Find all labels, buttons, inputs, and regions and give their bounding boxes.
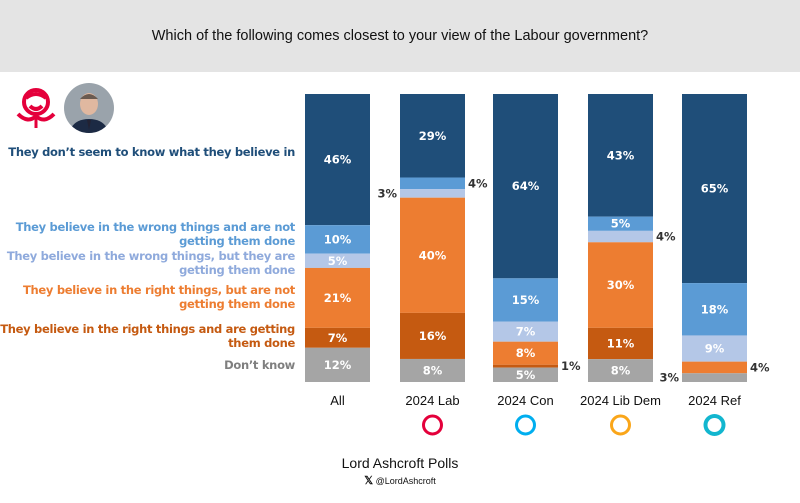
- legend-label: They believe in the wrong things, but th…: [6, 249, 295, 277]
- data-label: 7%: [328, 331, 348, 345]
- bar-segment: [588, 216, 653, 231]
- data-label: 1%: [561, 359, 581, 373]
- data-label: 30%: [607, 278, 635, 292]
- conservative-tree-icon: [515, 414, 536, 436]
- legend-label: They don’t seem to know what they believ…: [8, 145, 295, 159]
- bar-segment: [305, 327, 370, 348]
- bar-segment: [588, 359, 653, 382]
- bar-segment: [588, 94, 653, 217]
- legend-label: They believe in the right things and are…: [0, 322, 295, 350]
- bar-segment: [493, 278, 558, 322]
- bar-segment: [493, 94, 558, 279]
- chart-title: Which of the following comes closest to …: [0, 0, 800, 72]
- bar-segment: [400, 189, 465, 198]
- data-label: 5%: [611, 217, 631, 231]
- bar-segment: [682, 373, 747, 382]
- data-label: 8%: [423, 363, 443, 377]
- data-label: 3%: [659, 371, 679, 385]
- bar-segment: [305, 267, 370, 328]
- category-label: 2024 Ref: [688, 393, 741, 408]
- data-label: 5%: [328, 254, 348, 268]
- category-label: 2024 Lab: [405, 393, 460, 408]
- legend-label: They believe in the wrong things and are…: [15, 220, 296, 248]
- bar-segment: [400, 197, 465, 313]
- bar-segment: [682, 361, 747, 374]
- data-label: 21%: [324, 291, 352, 305]
- data-label: 65%: [701, 182, 729, 196]
- bar-segment: [493, 341, 558, 365]
- libdem-bird-icon: [610, 414, 631, 436]
- handle-text: @LordAshcroft: [375, 476, 436, 486]
- legend-label: They believe in the right things, but ar…: [22, 283, 295, 311]
- legend-label: Don’t know: [224, 358, 295, 372]
- data-label: 29%: [419, 129, 447, 143]
- data-label: 4%: [468, 176, 488, 190]
- reform-uk-icon: [703, 414, 726, 436]
- bar-segment: [682, 94, 747, 284]
- bar-segment: [682, 283, 747, 336]
- bar-segment: [588, 327, 653, 360]
- category-label: All: [330, 393, 345, 408]
- bar-segment: [400, 358, 465, 382]
- data-label: 18%: [701, 302, 729, 316]
- category-label: 2024 Lib Dem: [580, 393, 661, 408]
- bar-segment: [305, 347, 370, 382]
- x-logo-icon: 𝕏: [364, 475, 374, 487]
- bar-segment: [588, 230, 653, 243]
- data-label: 4%: [656, 230, 676, 244]
- data-label: 5%: [516, 368, 536, 382]
- bar-segment: [493, 321, 558, 342]
- bar-segment: [305, 94, 370, 226]
- data-label: 11%: [607, 337, 635, 351]
- keir-starmer-photo: [64, 83, 114, 133]
- data-label: 4%: [750, 360, 770, 374]
- labour-rose-logo-icon: [12, 84, 60, 130]
- twitter-handle[interactable]: 𝕏 @LordAshcroft: [0, 474, 800, 487]
- data-label: 15%: [512, 293, 540, 307]
- data-label: 12%: [324, 358, 352, 372]
- bar-segment: [400, 312, 465, 359]
- category-label: 2024 Con: [497, 393, 554, 408]
- data-label: 40%: [419, 248, 447, 262]
- bar-segment: [305, 225, 370, 254]
- labour-rose-icon: [422, 414, 443, 436]
- data-label: 3%: [377, 186, 397, 200]
- source-label: Lord Ashcroft Polls: [341, 455, 459, 471]
- bar-segment: [400, 177, 465, 190]
- bar-segment: [493, 367, 558, 382]
- data-label: 43%: [607, 148, 635, 162]
- bar-segment: [682, 335, 747, 362]
- data-label: 10%: [324, 232, 352, 246]
- bar-segment: [493, 364, 558, 368]
- data-label: 7%: [516, 325, 536, 339]
- data-label: 9%: [705, 342, 725, 356]
- bar-segment: [400, 94, 465, 178]
- bar-segment: [305, 253, 370, 268]
- data-label: 64%: [512, 179, 540, 193]
- data-label: 8%: [611, 364, 631, 378]
- data-label: 8%: [516, 346, 536, 360]
- data-label: 46%: [324, 153, 352, 167]
- bar-segment: [588, 242, 653, 328]
- data-label: 16%: [419, 329, 447, 343]
